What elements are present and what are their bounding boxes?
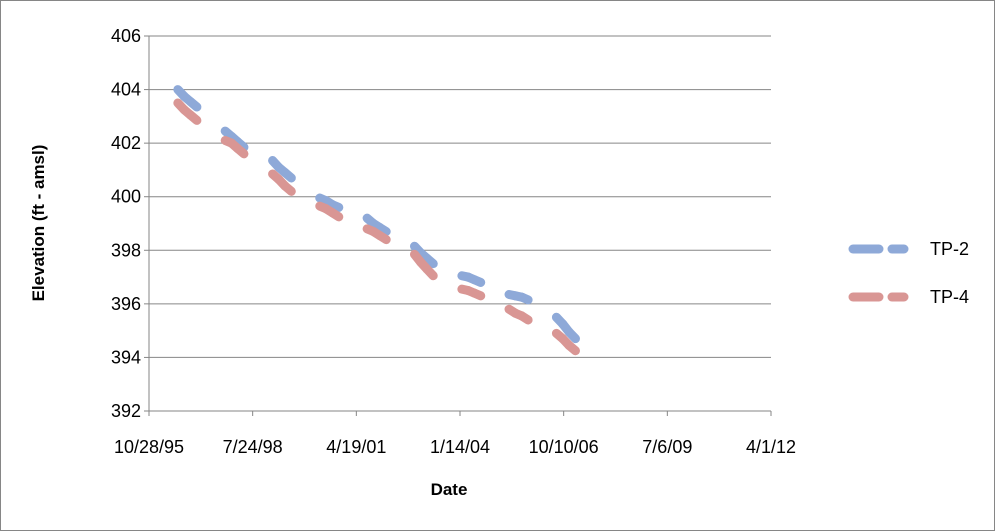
y-tick-label: 402 xyxy=(111,133,141,153)
y-axis-title: Elevation (ft - amsl) xyxy=(29,145,48,302)
data-segment xyxy=(280,181,296,196)
x-tick-label: 4/19/01 xyxy=(326,437,386,457)
y-tick-label: 400 xyxy=(111,187,141,207)
y-tick-label: 398 xyxy=(111,240,141,260)
series-tp-4-line xyxy=(173,98,580,356)
series-tp-2-line xyxy=(173,85,580,344)
data-segment xyxy=(375,231,391,245)
x-tick-label: 7/24/98 xyxy=(223,437,283,457)
y-axis-ticks: 392 394 396 398 400 402 404 406 xyxy=(111,26,149,421)
x-tick-label: 4/1/12 xyxy=(746,437,796,457)
y-tick-label: 396 xyxy=(111,294,141,314)
axes xyxy=(148,36,771,412)
x-tick-label: 7/6/09 xyxy=(642,437,692,457)
data-segment xyxy=(327,208,344,222)
data-segment xyxy=(517,292,533,305)
legend-label: TP-2 xyxy=(930,239,969,259)
data-segment xyxy=(517,311,533,325)
x-axis-ticks: 10/28/95 7/24/98 4/19/01 1/14/04 10/10/06 7/6… xyxy=(114,411,796,457)
data-segment xyxy=(469,275,486,287)
legend: TP-2 TP-4 xyxy=(848,239,969,307)
data-segment xyxy=(185,97,202,112)
data-segment xyxy=(233,137,249,152)
x-axis-title: Date xyxy=(431,480,468,499)
series-lines xyxy=(173,85,580,356)
data-segment xyxy=(422,253,438,269)
x-tick-label: 10/28/95 xyxy=(114,437,184,457)
legend-label: TP-4 xyxy=(930,287,969,307)
data-segment xyxy=(564,340,580,356)
gridlines xyxy=(149,35,771,358)
data-segment xyxy=(469,288,486,301)
data-segment xyxy=(233,144,249,159)
y-tick-label: 404 xyxy=(111,80,141,100)
data-segment xyxy=(327,200,344,212)
x-tick-label: 1/14/04 xyxy=(430,437,490,457)
data-segment xyxy=(564,327,580,344)
data-segment xyxy=(422,264,438,281)
data-segment xyxy=(280,168,296,183)
data-segment xyxy=(375,223,391,237)
y-tick-label: 394 xyxy=(111,347,141,367)
y-tick-label: 406 xyxy=(111,26,141,46)
y-tick-label: 392 xyxy=(111,401,141,421)
data-segment xyxy=(185,110,202,125)
x-tick-label: 10/10/06 xyxy=(529,437,599,457)
